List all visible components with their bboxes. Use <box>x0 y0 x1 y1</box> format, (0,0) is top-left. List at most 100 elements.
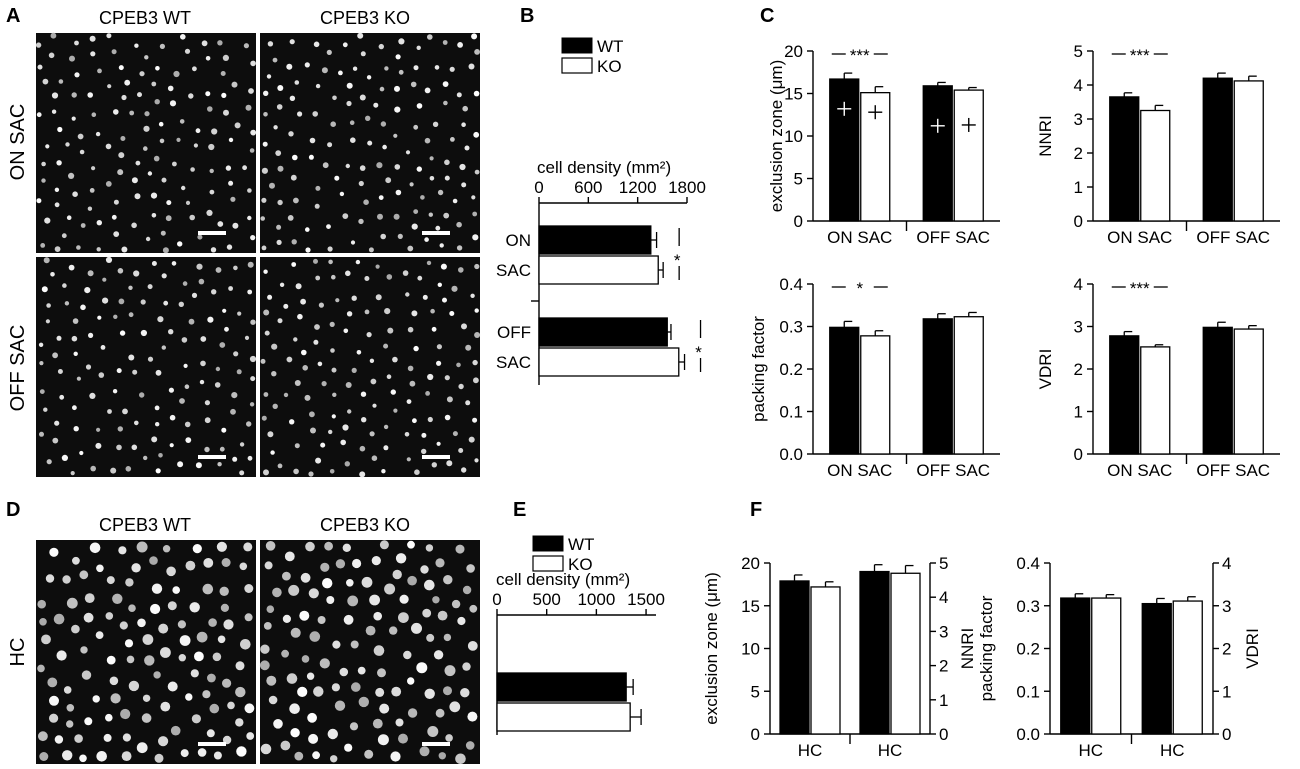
micrograph-d-hc-wt-cell <box>213 751 222 760</box>
micrograph-a-off-ko-cell <box>263 469 269 476</box>
chart-f-packing-factor-vdri-bar-wt <box>1141 602 1172 735</box>
micrograph-a-on-ko-cell <box>293 197 299 204</box>
micrograph-a-off-wt-cell <box>217 462 222 467</box>
chart-f-packing-factor-vdri-category-label: HC <box>1160 741 1185 760</box>
micrograph-a-off-wt-cell <box>204 400 210 406</box>
micrograph-a-off-wt-cell <box>181 337 188 343</box>
micrograph-a-on-ko-cell <box>326 49 332 56</box>
micrograph-a-on-wt-cell <box>162 247 169 254</box>
micrograph-a-on-ko-cell <box>394 164 401 170</box>
micrograph-a-on-ko-cell <box>424 137 431 144</box>
micrograph-d-hc-ko-cell <box>398 612 409 623</box>
micrograph-a-on-wt-cell <box>37 64 43 70</box>
micrograph-a-on-wt-cell <box>181 185 186 191</box>
micrograph-a-off-wt-cell <box>155 468 161 474</box>
micrograph-a-on-ko-cell <box>439 243 444 248</box>
micrograph-a-off-wt-cell <box>70 471 75 476</box>
micrograph-d-hc-ko-cell <box>443 633 452 642</box>
micrograph-a-on-wt-cell <box>91 166 96 171</box>
micrograph-a-off-wt-cell <box>147 284 153 290</box>
micrograph-a-off-ko-cell <box>436 360 442 366</box>
micrograph-a-on-wt-cell <box>74 40 79 46</box>
micrograph-a-off-wt-cell <box>157 316 164 323</box>
micrograph-a-on-ko-cell <box>429 176 435 181</box>
micrograph-a-on-wt-cell <box>153 155 160 162</box>
micrograph-a-off-ko-cell <box>451 285 458 292</box>
micrograph-d-hc-wt-cell <box>66 704 75 712</box>
micrograph-a-off-wt-cell <box>139 392 145 398</box>
micrograph-a-off-ko-cell <box>427 416 433 423</box>
micrograph-d-hc-ko-cell <box>398 733 408 744</box>
micrograph-a-off-ko-cell <box>297 313 303 320</box>
micrograph-d-hc-wt-cell <box>80 646 88 654</box>
micrograph-a-off-wt-cell <box>88 332 94 338</box>
micrograph-a-off-wt-cell <box>131 444 138 451</box>
micrograph-d-hc-wt-cell <box>106 576 115 585</box>
micrograph-d-hc-wt-cell <box>126 655 135 664</box>
micrograph-a-on-ko-cell <box>342 42 348 48</box>
micrograph-a-on-wt-cell <box>106 33 112 39</box>
micrograph-a-on-wt-cell <box>169 100 177 107</box>
micrograph-a-off-wt-cell <box>52 437 59 444</box>
micrograph-a-off-ko-cell <box>301 349 307 356</box>
micrograph-d-hc-wt-cell <box>41 634 51 645</box>
micrograph-a-on-wt-cell <box>111 214 117 220</box>
micrograph-d-hc-ko-cell <box>288 584 300 596</box>
micrograph-a-off-ko-cell <box>474 332 481 338</box>
micrograph-d-hc-wt-cell <box>160 701 171 712</box>
micrograph-a-on-wt-cell <box>117 169 124 176</box>
micrograph-a-on-ko-cell <box>420 195 425 200</box>
micrograph-a-on-wt-cell <box>232 222 239 229</box>
micrograph-d-hc-wt-cell <box>105 612 114 620</box>
micrograph-a-on-wt-cell <box>71 116 76 121</box>
micrograph-a-off-wt-cell <box>118 298 125 305</box>
micrograph-d-hc-wt-cell <box>103 733 112 742</box>
micrograph-d-hc-ko-cell <box>462 585 472 595</box>
micrograph-d-hc-ko-cell <box>309 631 321 642</box>
micrograph-a-on-wt-cell <box>105 143 112 150</box>
micrograph-a-on-wt-cell <box>134 43 139 48</box>
micrograph-a-off-ko-cell <box>436 344 442 350</box>
chart-f-exclusion-zone-nnri: 0 5 10 15 20 exclusion zone (μm) 0 1 2 3 4 5 NNRI HC H… <box>702 554 977 760</box>
chart-e-cell-density: cell density (mm²)0 500 1000 1500 <box>492 570 665 735</box>
micrograph-a-off-ko-cell <box>417 275 423 281</box>
micrograph-d-hc-wt-cell <box>177 620 186 629</box>
micrograph-a-off-ko-cell <box>366 332 372 338</box>
micrograph-d-hc-wt <box>36 540 256 764</box>
chart-e-cell-density-title: cell density (mm²) <box>496 570 630 589</box>
micrograph-a-off-ko-cell <box>414 469 420 476</box>
micrograph-a-on-ko-cell <box>261 245 267 251</box>
micrograph-a-off-ko-cell <box>465 400 471 406</box>
micrograph-a-off-ko-cell <box>313 258 318 264</box>
micrograph-a-off-ko-cell <box>294 380 301 386</box>
micrograph-d-hc-wt-cell <box>49 713 59 723</box>
micrograph-a-off-wt-cell <box>236 369 242 375</box>
micrograph-a-on-ko-cell <box>315 185 321 191</box>
micrograph-a-on-wt-cell <box>50 32 57 39</box>
chart-c-exclusion-zone-y-tick-label: 15 <box>784 85 803 104</box>
micrograph-a-off-ko-cell <box>267 294 273 300</box>
micrograph-d-hc-ko-cell <box>395 553 407 564</box>
micrograph-a-off-ko-cell <box>331 414 336 419</box>
micrograph-a-on-wt-cell <box>87 206 93 211</box>
micrograph-a-off-ko-cell <box>351 295 357 301</box>
micrograph-a-off-wt-cell <box>247 261 254 268</box>
micrograph-a-on-wt-cell <box>189 214 195 221</box>
micrograph-a-on-wt-cell <box>209 168 214 174</box>
micrograph-a-off-ko-cell <box>314 324 320 330</box>
micrograph-a-off-ko-cell <box>474 308 479 313</box>
chart-c-vdri-sig-label: *** <box>1130 279 1150 298</box>
micrograph-a-off-wt-cell <box>140 299 146 305</box>
chart-f-packing-factor-vdri-right-tick-label: 1 <box>1222 682 1231 701</box>
micrograph-d-hc-wt-cell <box>239 562 248 571</box>
micrograph-d-hc-ko-cell <box>395 718 404 727</box>
micrograph-a-on-ko-cell <box>291 239 297 245</box>
micrograph-d-hc-wt-cell <box>37 599 46 609</box>
micrograph-a-on-wt-cell <box>172 161 177 167</box>
micrograph-a-on-wt-cell <box>95 131 101 137</box>
chart-f-exclusion-zone-nnri-right-label: NNRI <box>958 628 977 670</box>
micrograph-a-on-wt-cell <box>228 137 234 143</box>
micrograph-a-on-wt-cell <box>72 191 78 197</box>
micrograph-a-off-wt-cell <box>98 372 105 378</box>
chart-b-cell-density-x-tick-label: 1200 <box>619 178 657 197</box>
